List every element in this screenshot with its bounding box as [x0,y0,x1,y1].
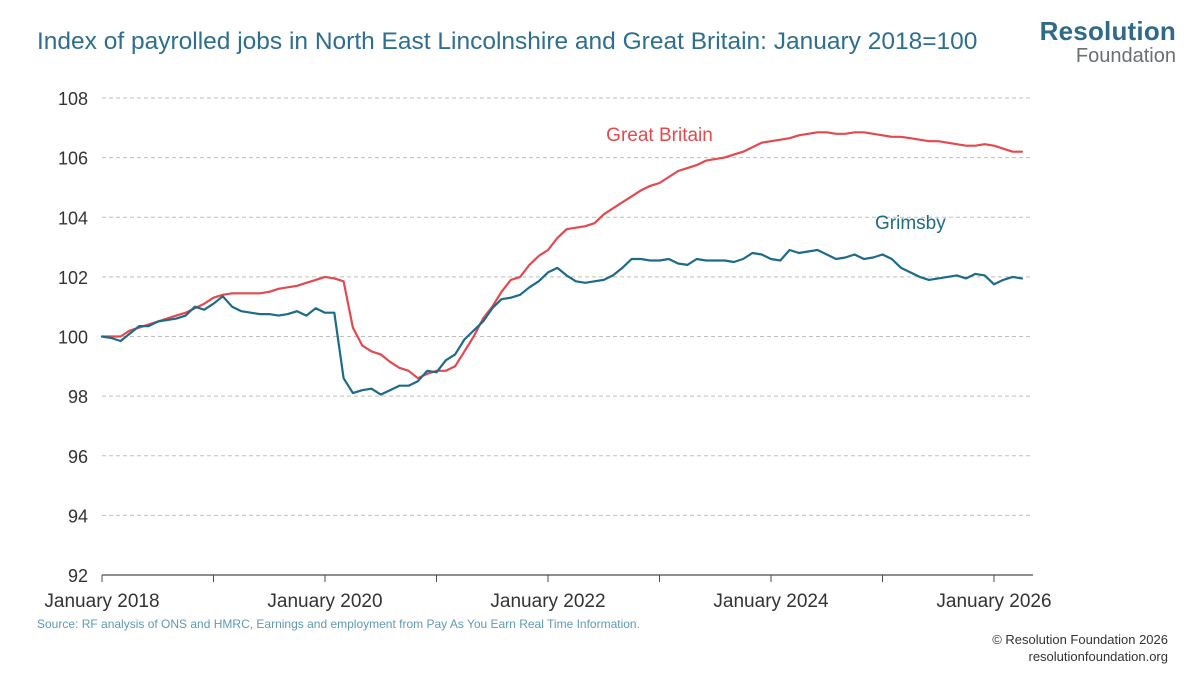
logo-wordmark-bottom: Foundation [1075,45,1176,67]
y-tick-label: 108 [58,89,88,109]
x-tick-label: January 2026 [936,591,1051,612]
logo-wordmark-top: Resolution [1039,16,1176,46]
y-tick-label: 94 [68,506,88,526]
chart-title: Index of payrolled jobs in North East Li… [37,28,978,55]
series-line-grimsby [100,248,1024,396]
y-tick-label: 102 [58,268,88,288]
x-tick-label: January 2024 [713,591,829,612]
x-tick-label: January 2018 [44,591,159,612]
source-note: Source: RF analysis of ONS and HMRC, Ear… [37,617,640,631]
y-tick-label: 104 [58,208,88,228]
series-label-grimsby: Grimsby [875,213,946,234]
copyright-text: © Resolution Foundation 2026 [992,632,1168,647]
x-tick-label: January 2022 [490,591,605,612]
x-tick-label: January 2020 [267,591,382,612]
y-tick-label: 98 [68,387,88,407]
series-line-great-britain [100,131,1024,380]
y-tick-label: 92 [68,566,88,586]
y-tick-label: 106 [58,149,88,169]
y-tick-label: 100 [58,328,88,348]
resolution-foundation-logo: Resolution Foundation [1040,18,1176,66]
series-label-great-britain: Great Britain [606,125,713,146]
copyright-block: © Resolution Foundation 2026 resolutionf… [992,632,1168,666]
y-tick-label: 96 [68,447,88,467]
website-link[interactable]: resolutionfoundation.org [1028,648,1169,664]
